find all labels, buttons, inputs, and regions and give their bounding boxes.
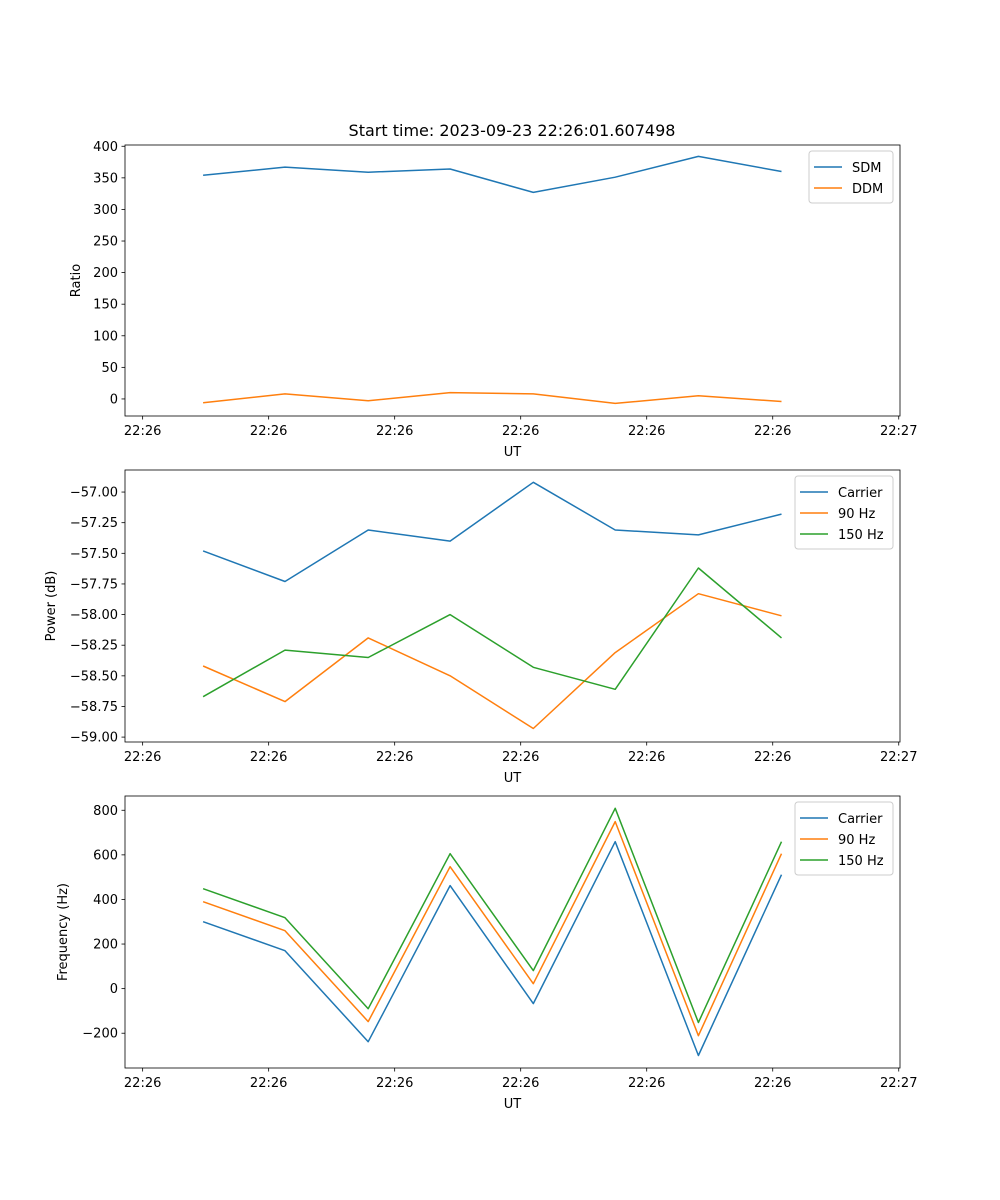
- y-tick-label: 350: [93, 171, 118, 186]
- x-tick-label: 22:26: [502, 750, 539, 765]
- series-line-ddm: [203, 391, 782, 405]
- axes-frame: [124, 144, 901, 417]
- x-tick-label: 22:26: [124, 1076, 161, 1091]
- y-tick-label: 200: [93, 938, 118, 953]
- x-tick-label: 22:27: [880, 424, 917, 439]
- axes-frame: [124, 469, 901, 743]
- y-tick-label: −200: [82, 1027, 118, 1042]
- y-tick-label: −58.75: [70, 700, 118, 715]
- x-tick-label: 22:26: [376, 1076, 413, 1091]
- x-axis-label: UT: [504, 771, 522, 786]
- y-tick-label: 400: [93, 140, 118, 155]
- x-tick-label: 22:26: [754, 750, 791, 765]
- y-tick-label: −57.75: [70, 577, 118, 592]
- x-tick-label: 22:26: [628, 424, 665, 439]
- legend-box: [808, 150, 894, 204]
- x-tick-label: 22:26: [124, 424, 161, 439]
- legend-label: 150 Hz: [838, 528, 884, 543]
- legend-label: DDM: [852, 182, 883, 197]
- y-tick-label: 200: [93, 266, 118, 281]
- y-tick-label: −57.00: [70, 486, 118, 501]
- legend-box: [794, 475, 894, 550]
- y-tick-label: 50: [101, 361, 118, 376]
- legend-label: Carrier: [838, 812, 883, 827]
- y-tick-label: −59.00: [70, 731, 118, 746]
- y-tick-label: 0: [110, 392, 118, 407]
- y-tick-label: 100: [93, 329, 118, 344]
- y-tick-label: 800: [93, 804, 118, 819]
- legend-label: SDM: [852, 161, 881, 176]
- series-line-150-hz: [202, 567, 782, 698]
- series-line-150-hz: [202, 807, 783, 1024]
- x-tick-label: 22:27: [880, 1076, 917, 1091]
- y-tick-label: −58.00: [70, 608, 118, 623]
- series-line-sdm: [203, 155, 782, 194]
- y-axis-label: Ratio: [69, 264, 84, 297]
- y-tick-label: 250: [93, 235, 118, 250]
- x-tick-label: 22:26: [754, 1076, 791, 1091]
- legend-label: 90 Hz: [838, 833, 875, 848]
- legend: SDM DDM: [808, 150, 894, 204]
- subplot-1: 22:26 22:26 22:26 22:26 22:26 22:26 22:27 0 50 10…: [69, 140, 917, 460]
- y-axis-label: Power (dB): [44, 571, 59, 642]
- y-tick-label: 0: [110, 982, 118, 997]
- subplot-3: 22:26 22:26 22:26 22:26 22:26 22:26 22:27 −200 0…: [56, 795, 917, 1112]
- x-tick-label: 22:27: [880, 750, 917, 765]
- x-tick-label: 22:26: [250, 424, 287, 439]
- series-line-carrier: [202, 481, 782, 583]
- x-tick-label: 22:26: [628, 1076, 665, 1091]
- x-axis-label: UT: [504, 445, 522, 460]
- y-tick-label: −58.25: [70, 639, 118, 654]
- y-tick-label: 400: [93, 893, 118, 908]
- subplot-2: 22:26 22:26 22:26 22:26 22:26 22:26 22:27 −59.0…: [44, 469, 917, 786]
- x-tick-label: 22:26: [376, 424, 413, 439]
- legend-label: 90 Hz: [838, 507, 875, 522]
- figure-title: Start time: 2023-09-23 22:26:01.607498: [349, 121, 676, 140]
- legend-label: Carrier: [838, 486, 883, 501]
- series-line-90-hz: [202, 820, 783, 1037]
- x-tick-label: 22:26: [628, 750, 665, 765]
- series-line-carrier: [202, 840, 783, 1057]
- y-tick-label: −57.25: [70, 516, 118, 531]
- y-axis-label: Frequency (Hz): [56, 883, 71, 981]
- x-axis-label: UT: [504, 1097, 522, 1112]
- x-tick-label: 22:26: [124, 750, 161, 765]
- legend: Carrier 90 Hz 150 Hz: [794, 801, 894, 876]
- y-tick-label: 300: [93, 203, 118, 218]
- legend-label: 150 Hz: [838, 854, 884, 869]
- y-tick-label: 150: [93, 298, 118, 313]
- x-tick-label: 22:26: [250, 750, 287, 765]
- legend: Carrier 90 Hz 150 Hz: [794, 475, 894, 550]
- x-tick-label: 22:26: [376, 750, 413, 765]
- series-line-90-hz: [202, 592, 782, 730]
- x-tick-label: 22:26: [250, 1076, 287, 1091]
- x-tick-label: 22:26: [754, 424, 791, 439]
- y-tick-label: −58.50: [70, 669, 118, 684]
- x-tick-label: 22:26: [502, 1076, 539, 1091]
- y-tick-label: −57.50: [70, 547, 118, 562]
- y-tick-label: 600: [93, 848, 118, 863]
- axes-frame: [124, 795, 901, 1069]
- x-tick-label: 22:26: [502, 424, 539, 439]
- legend-box: [794, 801, 894, 876]
